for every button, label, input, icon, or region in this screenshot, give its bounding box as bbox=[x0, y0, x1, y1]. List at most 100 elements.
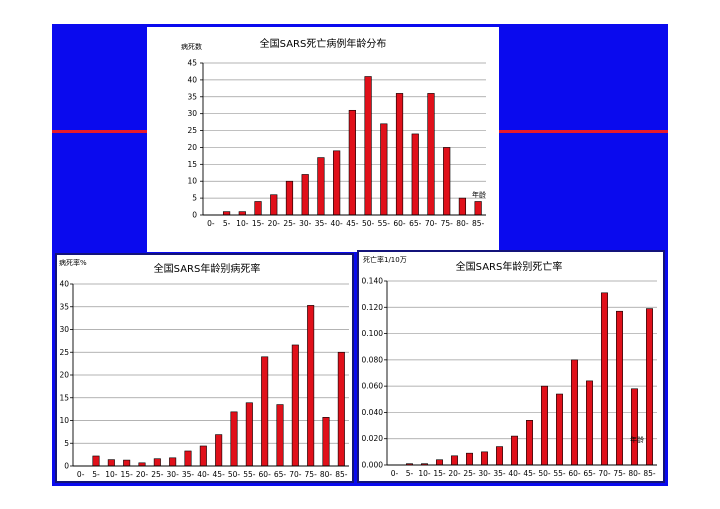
y-tick-label: 20 bbox=[59, 371, 69, 380]
bar-10 bbox=[107, 459, 115, 467]
x-tick-label: 50- bbox=[538, 469, 551, 478]
x-tick-label: 40- bbox=[331, 219, 344, 228]
bar-65 bbox=[586, 380, 593, 466]
bar-30 bbox=[481, 451, 488, 466]
x-tick-label: 0- bbox=[77, 470, 85, 479]
x-tick-label: 45- bbox=[523, 469, 536, 478]
bar-40 bbox=[199, 445, 207, 467]
y-tick-label: 40 bbox=[187, 75, 197, 84]
x-axis-label: 年龄 bbox=[472, 190, 486, 199]
x-tick-label: 10- bbox=[418, 469, 431, 478]
bar-60 bbox=[395, 93, 404, 216]
y-tick-label: 0.000 bbox=[362, 461, 384, 470]
bar-65 bbox=[411, 133, 419, 216]
x-tick-label: 35- bbox=[315, 219, 328, 228]
bar-70 bbox=[427, 93, 435, 216]
x-tick-label: 5- bbox=[406, 469, 414, 478]
x-tick-label: 65- bbox=[409, 219, 422, 228]
y-tick-label: 15 bbox=[187, 160, 197, 169]
x-tick-label: 85- bbox=[643, 469, 656, 478]
bar-35 bbox=[184, 450, 192, 467]
bar-65 bbox=[276, 404, 284, 467]
bar-50 bbox=[364, 76, 372, 216]
x-tick-label: 10- bbox=[105, 470, 118, 479]
x-tick-label: 45- bbox=[346, 219, 359, 228]
x-tick-label: 50- bbox=[228, 470, 241, 479]
bar-40 bbox=[511, 435, 518, 466]
bar-45 bbox=[215, 434, 223, 467]
x-tick-label: 35- bbox=[493, 469, 506, 478]
y-tick-label: 5 bbox=[64, 439, 69, 448]
y-tick-label: 5 bbox=[192, 194, 197, 203]
bar-10 bbox=[238, 211, 246, 216]
y-axis-label: 病死数 bbox=[181, 42, 202, 51]
bar-30 bbox=[169, 457, 177, 467]
bar-50 bbox=[230, 411, 238, 467]
bar-80 bbox=[631, 388, 638, 466]
x-tick-label: 70- bbox=[425, 219, 438, 228]
y-axis-label: 病死率% bbox=[59, 258, 87, 267]
chart-title: 全国SARS死亡病例年龄分布 bbox=[260, 37, 387, 50]
bar-5 bbox=[92, 455, 100, 467]
x-tick-label: 60- bbox=[568, 469, 581, 478]
x-tick-label: 40- bbox=[508, 469, 521, 478]
bar-5 bbox=[222, 211, 231, 216]
x-tick-label: 60- bbox=[259, 470, 272, 479]
x-tick-label: 15- bbox=[121, 470, 134, 479]
y-tick-label: 0.140 bbox=[362, 277, 384, 286]
chart-panel-case-fatality-rate: 全国SARS年龄别病死率 病死率% 0 5 10 15 20 25 30 35 40 0- 5- 10- 1… bbox=[55, 253, 354, 483]
case-fatality-rate-chart: 全国SARS年龄别病死率 病死率% 0 5 10 15 20 25 30 35 40 0- 5- 10- 1… bbox=[59, 258, 349, 479]
x-tick-label: 75- bbox=[613, 469, 626, 478]
y-tick-label: 0.120 bbox=[362, 303, 384, 312]
x-tick-label: 30- bbox=[299, 219, 312, 228]
bar-50 bbox=[541, 385, 548, 466]
x-tick-label: 5- bbox=[223, 219, 231, 228]
y-tick-label: 35 bbox=[59, 302, 69, 311]
y-tick-label: 30 bbox=[187, 109, 197, 118]
bar-20 bbox=[270, 194, 278, 216]
x-tick-label: 5- bbox=[92, 470, 100, 479]
x-tick-label: 10- bbox=[236, 219, 249, 228]
bar-15 bbox=[254, 201, 262, 216]
x-tick-label: 20- bbox=[136, 470, 149, 479]
x-tick-label: 80- bbox=[320, 470, 333, 479]
x-tick-label: 85- bbox=[335, 470, 348, 479]
y-tick-label: 20 bbox=[187, 143, 197, 152]
x-tick-label: 25- bbox=[283, 219, 296, 228]
bar-35 bbox=[317, 157, 325, 216]
bar-85 bbox=[646, 308, 653, 466]
x-tick-label: 0- bbox=[207, 219, 215, 228]
bar-80 bbox=[458, 197, 467, 216]
bar-40 bbox=[333, 150, 341, 216]
chart-title: 全国SARS年龄别病死率 bbox=[154, 262, 261, 275]
bar-55 bbox=[556, 393, 563, 466]
bar-20 bbox=[138, 462, 146, 467]
mortality-rate-chart: 全国SARS年龄别死亡率 死亡率1/10万 0.000 0.020 0.040 0.060… bbox=[362, 255, 657, 478]
bar-60 bbox=[261, 356, 269, 467]
x-tick-label: 75- bbox=[305, 470, 318, 479]
chart-title: 全国SARS年龄别死亡率 bbox=[456, 260, 563, 273]
bar-80 bbox=[322, 417, 330, 467]
x-tick-label: 0- bbox=[391, 469, 399, 478]
x-tick-label: 15- bbox=[433, 469, 446, 478]
x-tick-label: 45- bbox=[213, 470, 226, 479]
y-tick-label: 30 bbox=[59, 325, 69, 334]
y-tick-label: 35 bbox=[187, 92, 197, 101]
x-tick-label: 25- bbox=[151, 470, 164, 479]
x-tick-label: 35- bbox=[182, 470, 195, 479]
bar-25 bbox=[153, 458, 161, 467]
x-tick-label: 50- bbox=[362, 219, 375, 228]
bar-70 bbox=[601, 292, 608, 466]
y-tick-label: 0.080 bbox=[362, 355, 384, 364]
x-tick-label: 15- bbox=[252, 219, 265, 228]
bar-25 bbox=[285, 180, 294, 216]
x-tick-label: 80- bbox=[628, 469, 641, 478]
bar-85 bbox=[474, 201, 482, 216]
x-tick-label: 60- bbox=[393, 219, 406, 228]
bar-75 bbox=[616, 310, 623, 466]
y-tick-label: 40 bbox=[59, 280, 69, 289]
y-tick-label: 0 bbox=[64, 462, 69, 471]
x-tick-label: 65- bbox=[274, 470, 287, 479]
bar-35 bbox=[496, 446, 503, 466]
x-tick-label: 25- bbox=[463, 469, 476, 478]
